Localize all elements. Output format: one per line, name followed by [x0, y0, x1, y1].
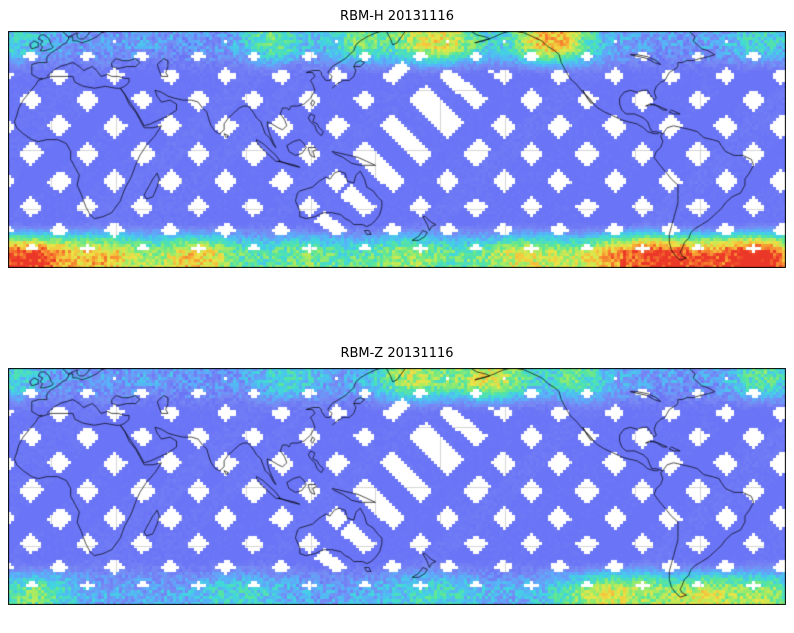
- map-rbm-h: [8, 31, 786, 268]
- panel-title-rbm-h: RBM-H 20131116: [340, 9, 454, 24]
- map-rbm-z: [8, 368, 786, 605]
- panel-title-rbm-z: RBM-Z 20131116: [340, 346, 454, 361]
